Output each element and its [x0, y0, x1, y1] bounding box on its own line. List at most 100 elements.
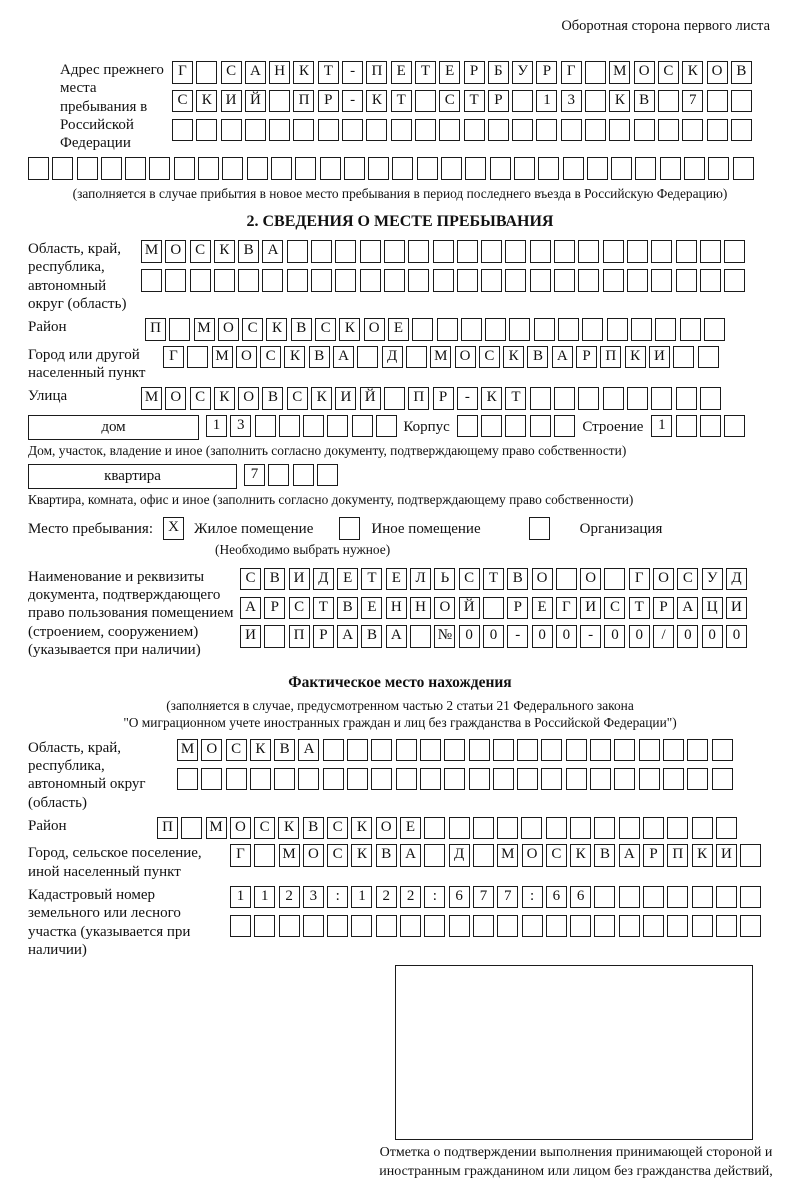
- char-cell[interactable]: Д: [725, 567, 747, 591]
- char-cell[interactable]: 0: [555, 625, 577, 648]
- char-cell[interactable]: Р: [507, 596, 529, 620]
- char-cell[interactable]: :: [521, 885, 543, 909]
- char-cell[interactable]: Н: [410, 596, 432, 620]
- stay-option-checkbox-org[interactable]: [528, 517, 550, 540]
- char-cell[interactable]: С: [315, 318, 337, 341]
- char-cell[interactable]: [651, 387, 673, 410]
- char-cell[interactable]: [682, 118, 704, 142]
- char-cell[interactable]: Р: [317, 89, 339, 113]
- char-cell[interactable]: [594, 885, 616, 909]
- char-cell[interactable]: [213, 269, 235, 292]
- char-cell[interactable]: А: [333, 345, 355, 369]
- char-cell[interactable]: [468, 738, 490, 762]
- char-cell[interactable]: [481, 240, 503, 263]
- char-cell[interactable]: [311, 269, 333, 292]
- char-cell[interactable]: К: [624, 345, 646, 369]
- char-cell[interactable]: [635, 157, 657, 180]
- char-cell[interactable]: А: [618, 844, 640, 867]
- char-cell[interactable]: 7: [682, 89, 704, 113]
- char-cell[interactable]: В: [337, 596, 359, 620]
- char-cell[interactable]: В: [238, 240, 260, 263]
- char-cell[interactable]: Т: [463, 89, 485, 113]
- stay-option-checkbox-inoe[interactable]: [339, 517, 361, 540]
- char-cell[interactable]: А: [400, 844, 422, 867]
- char-cell[interactable]: [700, 414, 722, 438]
- char-cell[interactable]: 0: [677, 625, 699, 648]
- char-cell[interactable]: Е: [399, 816, 421, 840]
- char-cell[interactable]: [359, 240, 381, 263]
- char-cell[interactable]: [590, 767, 612, 791]
- char-cell[interactable]: [278, 914, 300, 938]
- char-cell[interactable]: Р: [653, 596, 675, 620]
- char-cell[interactable]: В: [375, 844, 397, 867]
- char-cell[interactable]: 0: [725, 625, 747, 648]
- char-cell[interactable]: [667, 914, 689, 938]
- char-cell[interactable]: [225, 767, 247, 791]
- char-cell[interactable]: 0: [531, 625, 553, 648]
- char-cell[interactable]: В: [361, 625, 383, 648]
- char-cell[interactable]: [487, 118, 509, 142]
- char-cell[interactable]: [295, 157, 317, 180]
- char-cell[interactable]: Р: [463, 61, 485, 84]
- char-cell[interactable]: И: [240, 625, 261, 648]
- char-cell[interactable]: [657, 118, 679, 142]
- char-cell[interactable]: Т: [317, 61, 339, 84]
- char-cell[interactable]: [448, 914, 470, 938]
- char-cell[interactable]: /: [653, 625, 675, 648]
- char-cell[interactable]: К: [311, 387, 333, 410]
- char-cell[interactable]: А: [244, 61, 266, 84]
- char-cell[interactable]: Ц: [701, 596, 723, 620]
- char-cell[interactable]: С: [189, 387, 211, 410]
- char-cell[interactable]: [554, 414, 576, 438]
- char-cell[interactable]: [52, 157, 74, 180]
- char-cell[interactable]: [419, 738, 441, 762]
- char-cell[interactable]: [651, 269, 673, 292]
- char-cell[interactable]: [565, 767, 587, 791]
- char-cell[interactable]: [618, 885, 640, 909]
- char-cell[interactable]: [169, 318, 191, 341]
- char-cell[interactable]: 7: [497, 885, 519, 909]
- char-cell[interactable]: [638, 738, 660, 762]
- char-cell[interactable]: [687, 767, 709, 791]
- char-cell[interactable]: [463, 118, 485, 142]
- char-cell[interactable]: С: [677, 567, 699, 591]
- char-cell[interactable]: Г: [230, 844, 251, 867]
- char-cell[interactable]: С: [225, 738, 247, 762]
- char-cell[interactable]: Й: [244, 89, 266, 113]
- char-cell[interactable]: [432, 269, 454, 292]
- char-cell[interactable]: И: [725, 596, 747, 620]
- char-cell[interactable]: В: [308, 345, 330, 369]
- char-cell[interactable]: [679, 318, 701, 341]
- char-cell[interactable]: [254, 844, 276, 867]
- char-cell[interactable]: [659, 157, 681, 180]
- char-cell[interactable]: [512, 89, 534, 113]
- char-cell[interactable]: О: [201, 738, 223, 762]
- char-cell[interactable]: [343, 157, 365, 180]
- char-cell[interactable]: 3: [230, 414, 252, 438]
- char-cell[interactable]: [578, 269, 600, 292]
- char-cell[interactable]: В: [594, 844, 616, 867]
- char-cell[interactable]: [594, 914, 616, 938]
- char-cell[interactable]: У: [512, 61, 534, 84]
- char-cell[interactable]: [481, 414, 503, 438]
- char-cell[interactable]: [602, 240, 624, 263]
- char-cell[interactable]: 0: [701, 625, 723, 648]
- char-cell[interactable]: [448, 816, 470, 840]
- char-cell[interactable]: Н: [385, 596, 407, 620]
- char-cell[interactable]: [554, 387, 576, 410]
- char-cell[interactable]: [667, 885, 689, 909]
- char-cell[interactable]: [606, 318, 628, 341]
- char-cell[interactable]: [254, 914, 276, 938]
- char-cell[interactable]: [691, 885, 713, 909]
- char-cell[interactable]: [651, 240, 673, 263]
- char-cell[interactable]: Т: [414, 61, 436, 84]
- char-cell[interactable]: Е: [337, 567, 359, 591]
- char-cell[interactable]: О: [633, 61, 655, 84]
- char-cell[interactable]: [529, 240, 551, 263]
- char-cell[interactable]: Г: [628, 567, 650, 591]
- char-cell[interactable]: [482, 596, 504, 620]
- char-cell[interactable]: [269, 89, 291, 113]
- char-cell[interactable]: 3: [302, 885, 324, 909]
- char-cell[interactable]: [416, 157, 438, 180]
- char-cell[interactable]: [371, 767, 393, 791]
